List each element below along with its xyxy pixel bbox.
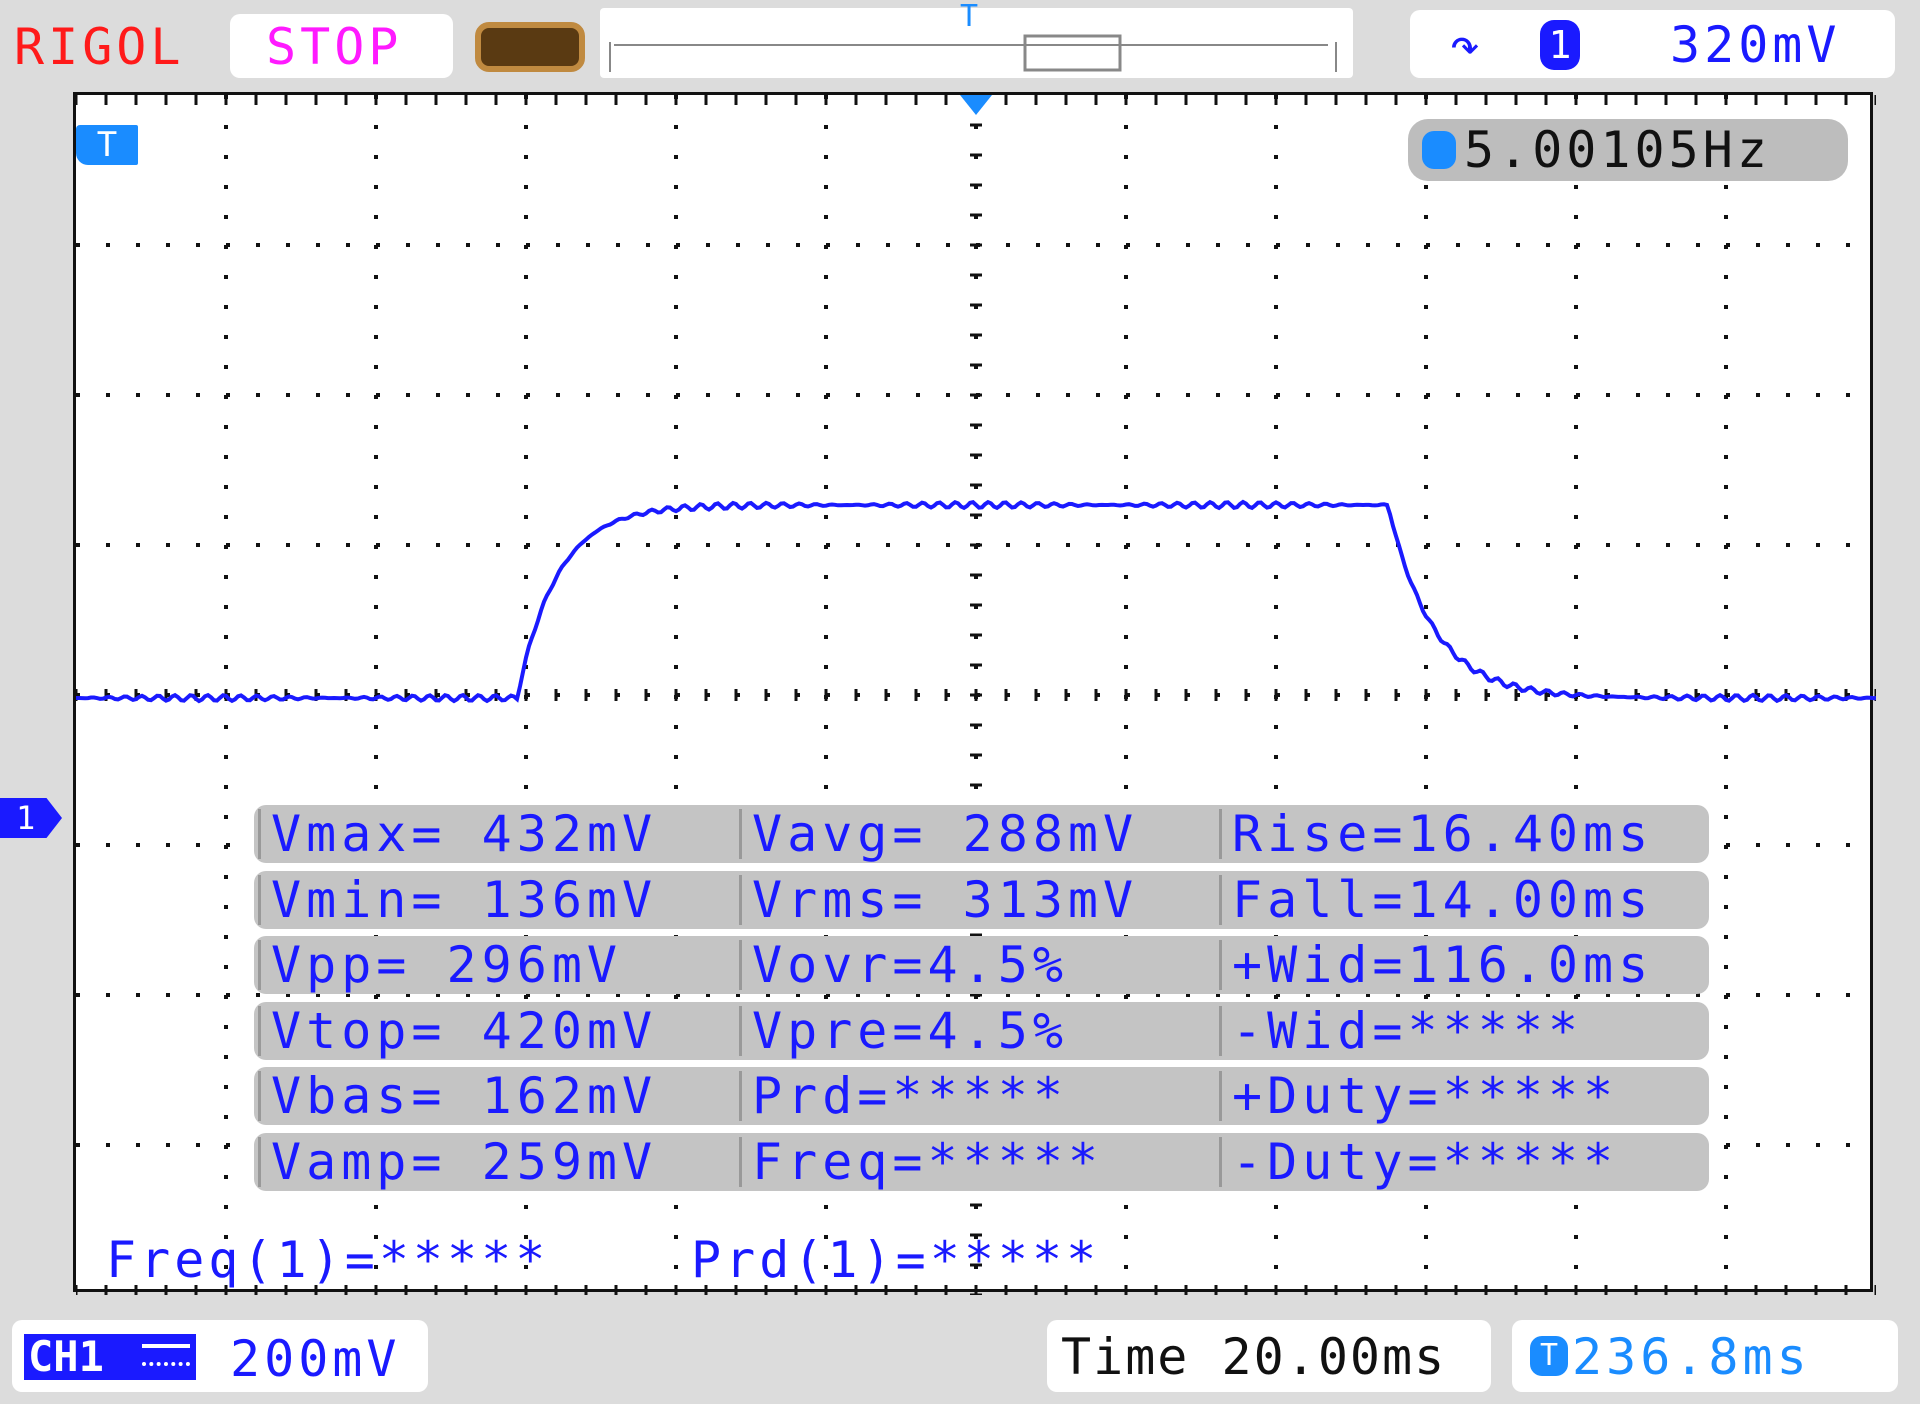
measurement-value: Vamp= 259mV — [258, 1136, 657, 1187]
freq-counter: 5.00105Hz — [1408, 119, 1848, 181]
measurement-value: Vmin= 136mV — [258, 874, 657, 925]
measurement-row: Vmin= 136mV Vrms= 313mV Fall=14.00ms — [254, 870, 1709, 929]
measurement-value: -Wid=***** — [1219, 1005, 1583, 1056]
measurement-row: Vmax= 432mV Vavg= 288mV Rise=16.40ms — [254, 805, 1709, 863]
timebase-box[interactable]: Time 20.00ms — [1047, 1320, 1491, 1392]
measurement-value: Freq=***** — [739, 1136, 1103, 1187]
measurement-row: Vbas= 162mV Prd=***** +Duty=***** — [254, 1067, 1709, 1125]
measurement-value: Vovr=4.5% — [739, 940, 1068, 990]
trigger-offset: 236.8ms — [1572, 1328, 1811, 1386]
measurement-value: +Wid=116.0ms — [1219, 940, 1653, 990]
measurement-row: Vamp= 259mV Freq=***** -Duty=***** — [254, 1132, 1709, 1191]
cursor-period: Prd(1)=***** — [691, 1231, 1101, 1289]
trigger-level-marker[interactable]: T — [76, 125, 138, 165]
trigger-level: 320mV — [1670, 16, 1841, 74]
trigger-offset-icon: T — [1530, 1336, 1568, 1376]
trigger-offset-box[interactable]: T 236.8ms — [1512, 1320, 1898, 1392]
trigger-source: 1 — [1540, 20, 1580, 70]
measurement-value: +Duty=***** — [1219, 1071, 1618, 1121]
rising-edge-icon: ↷ — [1450, 16, 1485, 74]
channel1-trace — [76, 499, 1876, 704]
brand-logo: RIGOL — [14, 18, 185, 76]
freq-counter-value: 5.00105Hz — [1464, 121, 1771, 179]
measurement-value: Vmax= 432mV — [258, 809, 657, 859]
trigger-settings-box[interactable]: ↷ 1 320mV — [1410, 10, 1895, 78]
memory-depth-icon — [475, 22, 585, 72]
run-state: STOP — [266, 18, 403, 76]
measurement-value: Vavg= 288mV — [739, 809, 1138, 859]
measurement-value: Vrms= 313mV — [739, 874, 1138, 925]
channel-label: CH1 — [24, 1334, 196, 1380]
trigger-position-marker[interactable] — [960, 95, 992, 115]
memory-trigger-marker: T — [960, 0, 983, 34]
waveform-overview[interactable]: T — [600, 2, 1353, 78]
measurement-value: Rise=16.40ms — [1219, 809, 1653, 859]
trigger-icon — [1422, 131, 1456, 169]
measurement-value: Fall=14.00ms — [1219, 874, 1653, 925]
measurement-value: Vpre=4.5% — [739, 1005, 1068, 1056]
waveform-display[interactable]: T 5.00105Hz Vmax= 432mV Vavg= 288mV Rise=1… — [73, 92, 1876, 1295]
cursor-freq: Freq(1)=***** — [106, 1231, 550, 1289]
measurement-row: Vpp= 296mV Vovr=4.5% +Wid=116.0ms — [254, 936, 1709, 994]
volts-per-div: 200mV — [230, 1330, 401, 1388]
run-state-box[interactable]: STOP — [230, 14, 453, 78]
measurement-value: -Duty=***** — [1219, 1136, 1618, 1187]
timebase: Time 20.00ms — [1061, 1328, 1447, 1386]
measurement-value: Vpp= 296mV — [258, 940, 622, 990]
measurement-row: Vtop= 420mV Vpre=4.5% -Wid=***** — [254, 1001, 1709, 1060]
measurement-value: Vtop= 420mV — [258, 1005, 657, 1056]
measurement-value: Prd=***** — [739, 1071, 1068, 1121]
channel1-scale-box[interactable]: CH1 200mV — [12, 1320, 428, 1392]
measurement-value: Vbas= 162mV — [258, 1071, 657, 1121]
channel1-offset-marker[interactable]: 1 — [0, 798, 62, 838]
axis-ticks — [76, 95, 1876, 1295]
dc-coupling-icon — [142, 1344, 190, 1366]
